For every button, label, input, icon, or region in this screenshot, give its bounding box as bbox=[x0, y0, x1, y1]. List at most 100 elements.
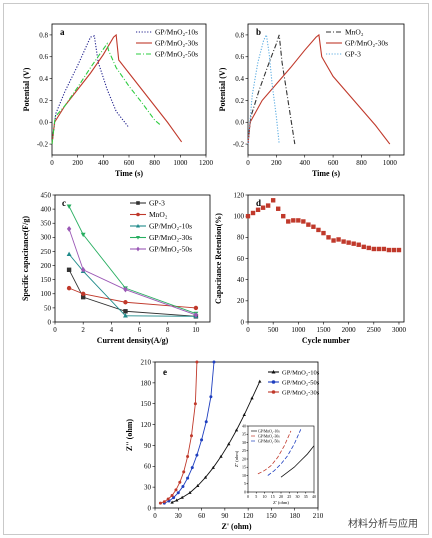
data-point bbox=[212, 360, 216, 364]
inset-y-tick-label: 40 bbox=[242, 423, 246, 428]
y-tick-label: 150 bbox=[141, 400, 152, 408]
y-tick-label: 250 bbox=[41, 248, 52, 256]
plot-area-frame bbox=[247, 194, 405, 323]
x-tick-label: 180 bbox=[289, 512, 300, 520]
data-point bbox=[260, 205, 266, 210]
inset-y-tick-label: 25 bbox=[242, 448, 246, 453]
y-tick-label: 0.4 bbox=[235, 75, 244, 83]
data-point bbox=[381, 246, 387, 252]
data-point bbox=[258, 379, 262, 383]
data-point bbox=[123, 313, 128, 318]
data-point bbox=[166, 497, 170, 501]
data-point bbox=[176, 491, 180, 495]
series-line bbox=[68, 206, 197, 314]
data-point bbox=[182, 470, 186, 474]
y-tick-label: 100 bbox=[234, 213, 245, 221]
y-tick-label: 200 bbox=[41, 262, 52, 270]
panel-e-nyquist-plot: 0 30 60 90 120 150 180 2100306090120150180210Z'… bbox=[125, 358, 324, 531]
y-tick-label: -0.2 bbox=[37, 140, 49, 148]
series-2 bbox=[51, 42, 161, 145]
inset-x-axis-label: Z' (ohm) bbox=[273, 500, 289, 505]
y-tick-label: 50 bbox=[44, 304, 52, 312]
series-1 bbox=[247, 33, 391, 145]
legend-marker bbox=[136, 236, 140, 240]
legend-entry: GP/MnO₂-30s bbox=[155, 39, 198, 48]
data-point bbox=[234, 428, 239, 432]
data-point bbox=[204, 420, 208, 424]
panel-label: c bbox=[62, 198, 66, 208]
x-tick-label: 1200 bbox=[199, 159, 214, 167]
y-tick-label: 0.6 bbox=[39, 53, 48, 61]
series-line bbox=[68, 287, 196, 309]
legend-marker bbox=[136, 201, 140, 205]
data-point bbox=[270, 198, 276, 203]
legend-entry: GP/MnO₂-50s bbox=[149, 245, 192, 254]
y-axis-label: Capacitance Retention(%) bbox=[214, 213, 223, 304]
y-tick-label: 300 bbox=[41, 234, 52, 242]
legend-entry: GP/MnO₂-50s bbox=[155, 50, 198, 59]
data-point bbox=[391, 247, 397, 253]
panel-c-rate-capability: 0 2 4 6 8 10050100150200250300350400450Curren… bbox=[21, 191, 211, 345]
y-tick-label: 100 bbox=[41, 290, 52, 298]
y-tick-label: 0.4 bbox=[39, 75, 48, 83]
series-0 bbox=[247, 34, 296, 145]
y-tick-label: 350 bbox=[41, 220, 52, 228]
series-1 bbox=[162, 360, 216, 505]
legend: GP/MnO₂-10s GP/MnO₂-50s GP/MnO₂-30s bbox=[268, 370, 320, 397]
x-tick-label: 30 bbox=[175, 512, 183, 520]
y-axis-label: Potential (V) bbox=[22, 67, 31, 111]
data-point bbox=[193, 305, 199, 311]
data-point bbox=[80, 266, 86, 273]
data-point bbox=[301, 219, 306, 224]
x-tick-label: 90 bbox=[221, 512, 229, 520]
data-point bbox=[286, 219, 291, 224]
series-2 bbox=[66, 251, 199, 319]
x-tick-label: 0 bbox=[153, 512, 157, 520]
data-point bbox=[190, 466, 194, 470]
x-tick-label: 120 bbox=[243, 512, 254, 520]
x-tick-label: 1000 bbox=[173, 159, 188, 167]
inset-y-tick-label: 10 bbox=[242, 473, 246, 478]
data-point bbox=[158, 501, 162, 505]
panel-b-gcd-curves: 0 200 400 600 800 1000 -0.2 0.0 0.2 0.4 0.6 0.8 Time… bbox=[218, 23, 405, 178]
data-point bbox=[200, 438, 204, 442]
data-point bbox=[321, 230, 326, 236]
x-axis-label: Time (s) bbox=[115, 169, 143, 178]
y-tick-label: 30 bbox=[144, 484, 152, 492]
legend-marker bbox=[136, 212, 140, 217]
data-point bbox=[250, 210, 256, 216]
data-point bbox=[80, 291, 86, 296]
data-point bbox=[162, 500, 166, 504]
x-axis-label: Cycle number bbox=[302, 336, 351, 345]
data-point bbox=[211, 465, 215, 469]
data-point bbox=[170, 493, 174, 497]
inset-series-line bbox=[280, 445, 315, 478]
x-tick-label: 600 bbox=[328, 159, 339, 167]
series-0 bbox=[51, 35, 130, 145]
inset-x-tick-label: 35 bbox=[304, 494, 308, 499]
y-tick-label: 0 bbox=[148, 504, 152, 512]
data-point bbox=[346, 240, 351, 245]
data-point bbox=[66, 251, 72, 257]
data-point bbox=[174, 488, 178, 492]
data-point bbox=[203, 475, 208, 479]
inset-x-tick-label: 5 bbox=[255, 494, 257, 499]
series-line bbox=[247, 34, 296, 145]
legend-entry: GP/MnO₂-30s bbox=[345, 39, 388, 48]
inset-x-tick-label: 40 bbox=[312, 494, 316, 499]
series-line bbox=[51, 33, 183, 145]
data-point bbox=[180, 495, 184, 499]
data-point bbox=[188, 490, 192, 494]
data-point bbox=[219, 454, 223, 458]
y-axis-label: Potential (V) bbox=[218, 67, 227, 111]
legend-marker bbox=[271, 390, 276, 394]
series-line bbox=[164, 361, 215, 504]
inset-y-tick-label: 15 bbox=[242, 465, 246, 470]
data-point bbox=[123, 300, 128, 305]
legend-entry: GP-3 bbox=[345, 50, 361, 59]
data-point bbox=[195, 453, 199, 457]
data-point bbox=[331, 238, 336, 243]
data-point bbox=[227, 442, 231, 446]
x-tick-label: 400 bbox=[98, 159, 109, 167]
